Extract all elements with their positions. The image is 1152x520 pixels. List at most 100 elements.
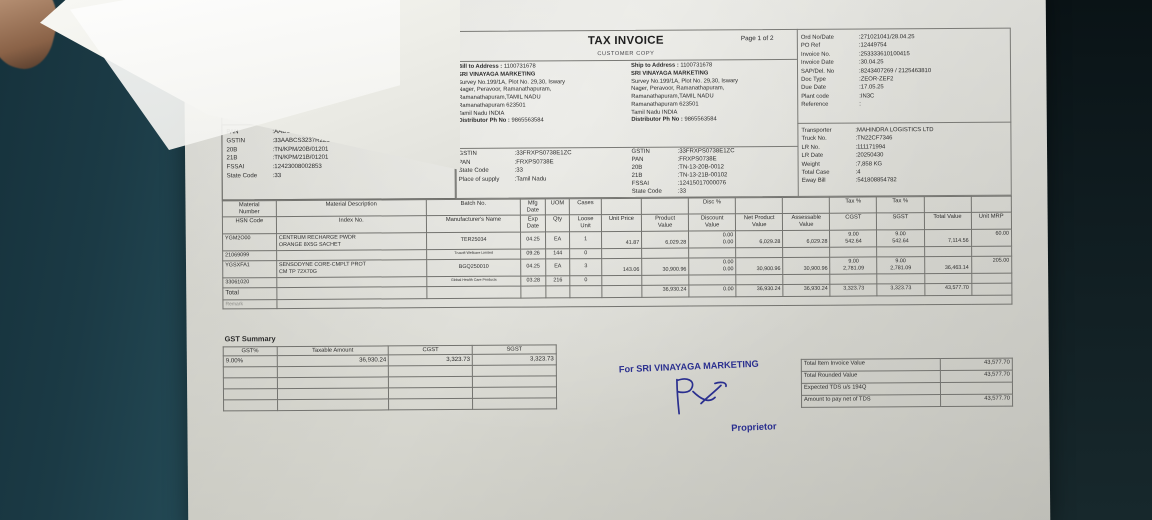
cell-mfg-date: 04.25 [520, 258, 546, 277]
gst-summary-pct [223, 378, 278, 390]
cell-qty: 216 [545, 276, 571, 287]
cell-spacer-2 [641, 247, 689, 259]
col-loose-unit: Loose Unit [569, 214, 602, 232]
col-cgst: CGST [829, 213, 877, 230]
seller-id-label-3: 21B [226, 154, 238, 162]
total-unit-mrp [971, 283, 1012, 296]
bill-to-id-label-3: Place of supply [458, 176, 500, 183]
cell-net-product-value: 6,029.28 [735, 230, 783, 248]
cell-cgst-value: 542.64 [845, 238, 862, 245]
gst-summary-pct [223, 389, 278, 401]
transport-info-row: Eway Bill:541808854782 [802, 176, 1010, 186]
handwritten-signature [676, 378, 727, 415]
totals-label-2: Expected TDS u/s 194Q [801, 382, 941, 396]
cell-unit-price: 41.87 [601, 230, 642, 249]
gst-summary-col-sgst: SGST [472, 344, 557, 355]
gst-summary-sgst [472, 398, 557, 410]
gst-summary-sgst: 3,323.73 [472, 354, 557, 366]
cell-manufacturer: Global Health Care Products [426, 276, 521, 288]
gst-summary-col-cgst: CGST [388, 345, 473, 356]
cell-assessable-value: 30,900.96 [782, 257, 831, 275]
total-spacer-mfg [520, 286, 546, 298]
seller-id-label-2: 20B [226, 145, 238, 154]
transport-info-label-1: Truck No. [801, 136, 827, 143]
desc-line-2: CM TP 72X70G [279, 268, 317, 276]
cell-hsn-code: 33061020 [222, 277, 277, 289]
gst-summary-taxable [276, 377, 389, 390]
transport-info-label-4: Weight [801, 161, 820, 168]
order-info-label-5: Doc Type [801, 76, 826, 83]
cell-cases: 1 [569, 231, 602, 249]
desc-line-1: SENSODYNE CORE-CMPLT PROT [278, 261, 366, 269]
gst-summary-sgst [472, 376, 557, 388]
bill-to-heading: Bill to Address : [457, 63, 503, 70]
gst-summary-section: GST Summary GST% Taxable Amount CGST SGS… [223, 332, 557, 412]
transport-info-label-6: Eway Bill [801, 177, 826, 185]
desc-line-2: ORANGE 8X5G SACHET [278, 241, 341, 248]
col-disc-pct: Disc % [688, 197, 736, 215]
cell-net-product-value-text: 30,900.96 [756, 266, 781, 273]
cell-spacer-4 [735, 247, 783, 258]
cell-spacer-3 [688, 247, 736, 259]
cell-batch-no: BGQ250010 [426, 259, 521, 277]
gst-summary-pct: 9.00% [223, 356, 277, 368]
total-cgst-value: 3,323.73 [830, 284, 878, 297]
totals-value-1: 43,577.70 [940, 370, 1013, 383]
cell-unit-mrp: 205.00 [971, 256, 1012, 274]
cell-unit-mrp: 60.00 [971, 228, 1012, 247]
bill-to-id-label-1: PAN [458, 159, 471, 166]
totals-value-0: 43,577.70 [940, 358, 1013, 371]
background-surface-right [1035, 0, 1152, 520]
cell-net-product-value-text: 6,029.28 [759, 238, 781, 245]
cell-exp-date: 03.28 [520, 276, 546, 287]
cell-material-description: CENTRUM RECHARGE PWDR ORANGE 8X5G SACHET [276, 232, 427, 251]
items-table-wrapper: Material Number Material Description Batc… [222, 196, 1013, 310]
cell-mfg-date: 04.25 [520, 231, 546, 249]
cell-batch-no: TER25034 [426, 231, 521, 250]
bill-to-ids-block: GSTIN:33FRXPS0738E1ZC PAN:FRXPS0738E Sta… [459, 149, 627, 184]
col-cases: Cases [569, 198, 602, 216]
bill-to-block: Bill to Address : 1100731678 SRI VINAYAG… [458, 63, 626, 126]
cell-discount: 0.00 0.00 [688, 257, 737, 276]
cell-spacer-9 [971, 273, 1012, 284]
col-uom: UOM [545, 198, 570, 216]
transport-info-block: Transporter:MAHINDRA LOGISTICS LTD Truck… [801, 126, 1009, 186]
order-info-value-8: : [859, 101, 861, 108]
cell-cgst-value: 2,781.09 [843, 265, 865, 272]
col-blank-totalvalue [923, 196, 971, 213]
gst-summary-pct [223, 367, 277, 379]
col-manufacturer-name: Manufacturer's Name [426, 215, 521, 233]
cell-total-value: 7,114.56 [924, 228, 972, 247]
gst-summary-sgst [472, 387, 557, 399]
gst-summary-col-gst-pct: GST% [223, 346, 277, 357]
col-material-number: Material Number [222, 200, 277, 218]
cell-spacer-5 [783, 274, 831, 285]
totals-label-1: Total Rounded Value [801, 370, 941, 384]
total-spacer-batch [426, 286, 522, 299]
col-index-no: Index No. [276, 215, 427, 234]
col-qty: Qty [545, 215, 570, 232]
cell-cgst: 9.00 2,781.09 [830, 256, 878, 275]
bill-to-phone-value: 9865563584 [511, 117, 544, 125]
gst-summary-cgst [388, 398, 473, 411]
cell-unit-price-value: 41.87 [625, 239, 640, 246]
transport-info-label-0: Transporter [801, 127, 832, 134]
total-label: Total [222, 287, 277, 300]
cell-manufacturer: Trusoft Wellcare Limited [426, 248, 521, 260]
bill-to-id-row: Place of supply:Tamil Nadu [459, 174, 627, 184]
total-spacer-uom [545, 286, 571, 298]
order-info-label-6: Due Date [801, 84, 827, 92]
col-sgst: SGST [876, 212, 925, 230]
total-spacer-price [601, 285, 643, 298]
col-discount-value: Discount Value [688, 214, 736, 231]
order-info-label-4: SAP/Del. No [801, 68, 835, 75]
cell-exp-date: 09.26 [520, 248, 546, 260]
seller-id-label-5: State Code [226, 172, 258, 180]
totals-value-3: 43,577.70 [940, 394, 1013, 407]
col-blank-assessable [782, 197, 830, 214]
ship-to-id-label-3: 21B [631, 172, 643, 179]
gst-summary-sgst [472, 365, 557, 377]
ship-to-heading: Ship to Address : [630, 62, 679, 69]
ship-to-phone-label: Distributor Ph No : [631, 116, 683, 124]
order-info-block: Ord No/Date:271021041/28.04.25 PO Ref:12… [801, 33, 1009, 110]
